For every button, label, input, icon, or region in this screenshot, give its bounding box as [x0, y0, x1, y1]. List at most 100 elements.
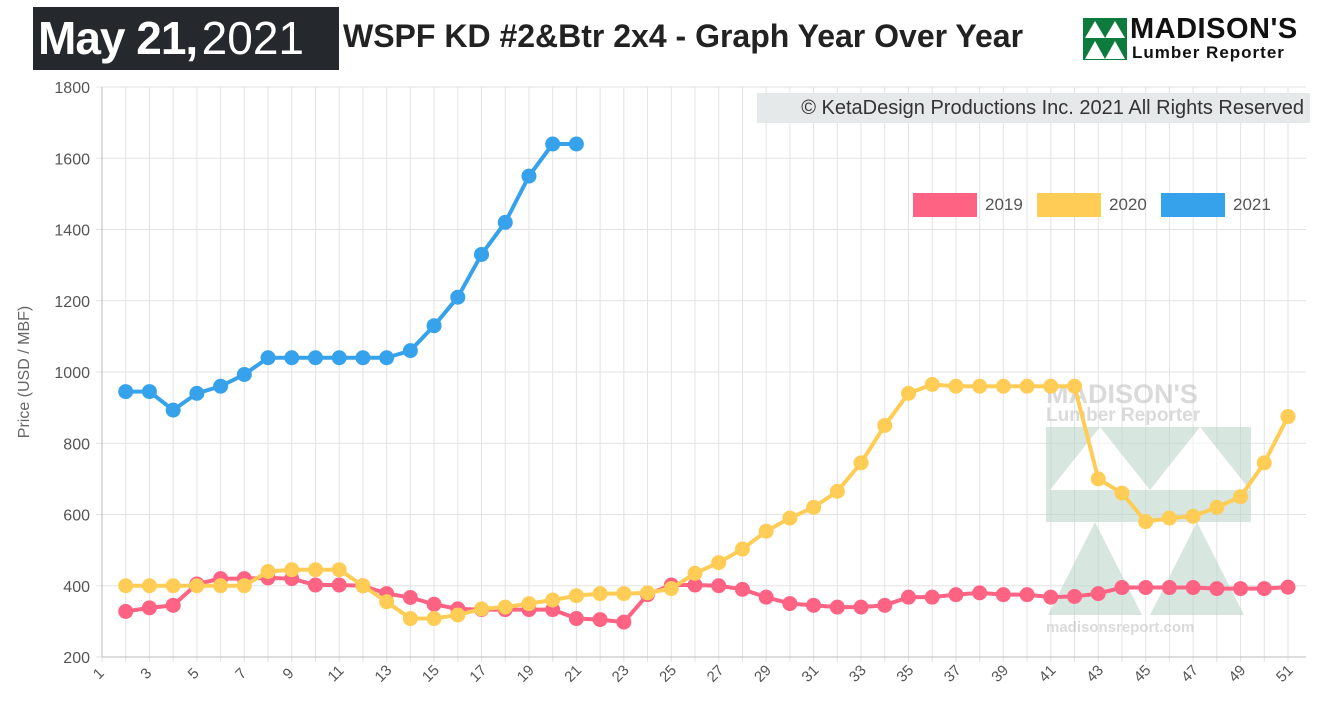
data-point-2021 — [379, 350, 395, 366]
x-tick-label: 1 — [90, 665, 108, 683]
data-point-2019 — [616, 614, 632, 630]
x-tick-label: 39 — [988, 662, 1012, 686]
date-year: 2021 — [201, 12, 305, 64]
x-tick-label: 45 — [1131, 662, 1155, 686]
data-point-2019 — [568, 611, 584, 627]
x-tick-label: 29 — [751, 662, 775, 686]
data-point-2020 — [568, 588, 584, 604]
data-point-2019 — [948, 587, 964, 603]
data-point-2019 — [853, 599, 869, 615]
y-tick-label: 600 — [63, 508, 90, 525]
data-point-2020 — [236, 578, 252, 594]
x-tick-label: 7 — [232, 665, 250, 683]
data-point-2019 — [1138, 580, 1154, 596]
data-point-2019 — [1019, 587, 1035, 603]
data-point-2020 — [1138, 514, 1154, 530]
data-point-2019 — [1233, 581, 1249, 597]
data-point-2019 — [1185, 580, 1201, 596]
data-point-2020 — [1256, 455, 1272, 471]
data-point-2020 — [497, 599, 513, 615]
data-point-2020 — [1185, 508, 1201, 524]
x-tick-label: 37 — [941, 662, 965, 686]
data-point-2019 — [141, 600, 157, 616]
data-point-2019 — [734, 581, 750, 597]
madisons-logo: MADISON'S Lumber Reporter — [1083, 13, 1323, 64]
y-axis-label: Price (USD / MBF) — [16, 306, 33, 438]
data-point-2020 — [545, 592, 561, 608]
x-tick-label: 49 — [1225, 662, 1249, 686]
data-point-2021 — [545, 136, 561, 152]
data-point-2020 — [474, 601, 490, 617]
data-point-2020 — [331, 562, 347, 578]
data-point-2020 — [734, 541, 750, 557]
data-point-2020 — [758, 523, 774, 539]
x-tick-label: 3 — [137, 665, 155, 683]
legend-label-2020: 2020 — [1109, 195, 1147, 214]
x-tick-label: 47 — [1178, 662, 1202, 686]
y-tick-label: 1600 — [54, 151, 90, 168]
data-point-2021 — [141, 384, 157, 400]
x-tick-label: 27 — [704, 662, 728, 686]
x-tick-label: 33 — [846, 662, 870, 686]
data-point-2019 — [592, 612, 608, 628]
data-point-2019 — [877, 597, 893, 613]
data-point-2020 — [402, 611, 418, 627]
data-point-2019 — [1067, 588, 1083, 604]
data-point-2020 — [165, 578, 181, 594]
data-point-2021 — [236, 366, 252, 382]
data-point-2020 — [1067, 378, 1083, 394]
data-point-2020 — [1090, 471, 1106, 487]
data-point-2020 — [1114, 485, 1130, 501]
data-point-2020 — [379, 594, 395, 610]
data-point-2020 — [1043, 378, 1059, 394]
logo-subtitle: Lumber Reporter — [1132, 43, 1285, 62]
logo-mark-icon — [1083, 18, 1127, 60]
data-point-2020 — [782, 510, 798, 526]
data-point-2021 — [497, 214, 513, 230]
legend-swatch-2021 — [1161, 193, 1225, 217]
series-line-2021 — [125, 142, 577, 413]
data-point-2020 — [900, 385, 916, 401]
data-point-2019 — [806, 597, 822, 613]
data-point-2020 — [141, 578, 157, 594]
x-tick-label: 31 — [799, 662, 823, 686]
data-point-2019 — [900, 589, 916, 605]
chart-title: WSPF KD #2&Btr 2x4 - Graph Year Over Yea… — [343, 18, 1024, 54]
data-point-2020 — [284, 562, 300, 578]
data-point-2019 — [1090, 586, 1106, 602]
y-tick-label: 800 — [63, 436, 90, 453]
legend-swatch-2020 — [1037, 193, 1101, 217]
data-point-2021 — [450, 289, 466, 305]
data-point-2021 — [355, 350, 371, 366]
x-tick-label: 25 — [656, 662, 680, 686]
data-point-2020 — [189, 578, 205, 594]
data-point-2021 — [521, 168, 537, 184]
data-point-2020 — [829, 483, 845, 499]
data-point-2020 — [640, 585, 656, 601]
data-point-2021 — [307, 350, 323, 366]
data-point-2019 — [165, 597, 181, 613]
date-month-day: May 21, — [38, 12, 198, 64]
data-point-2020 — [995, 378, 1011, 394]
data-point-2019 — [1256, 581, 1272, 597]
x-tick-label: 43 — [1083, 662, 1107, 686]
x-tick-label: 19 — [514, 662, 538, 686]
data-point-2021 — [260, 350, 276, 366]
x-tick-label: 41 — [1036, 662, 1060, 686]
watermark-sub: Lumber Reporter — [1046, 405, 1201, 426]
data-point-2019 — [924, 589, 940, 605]
series-group — [118, 136, 1296, 630]
x-tick-label: 17 — [466, 662, 490, 686]
data-point-2020 — [1019, 378, 1035, 394]
data-point-2019 — [1043, 589, 1059, 605]
data-point-2019 — [1280, 579, 1296, 595]
x-tick-label: 11 — [324, 662, 347, 685]
data-point-2020 — [450, 607, 466, 623]
copyright-notice: © KetaDesign Productions Inc. 2021 All R… — [757, 93, 1310, 123]
data-point-2020 — [877, 417, 893, 433]
data-point-2020 — [1233, 489, 1249, 505]
data-point-2020 — [1209, 499, 1225, 515]
data-point-2020 — [213, 578, 229, 594]
y-tick-label: 1200 — [54, 294, 90, 311]
logo-name: MADISON'S — [1130, 13, 1298, 45]
